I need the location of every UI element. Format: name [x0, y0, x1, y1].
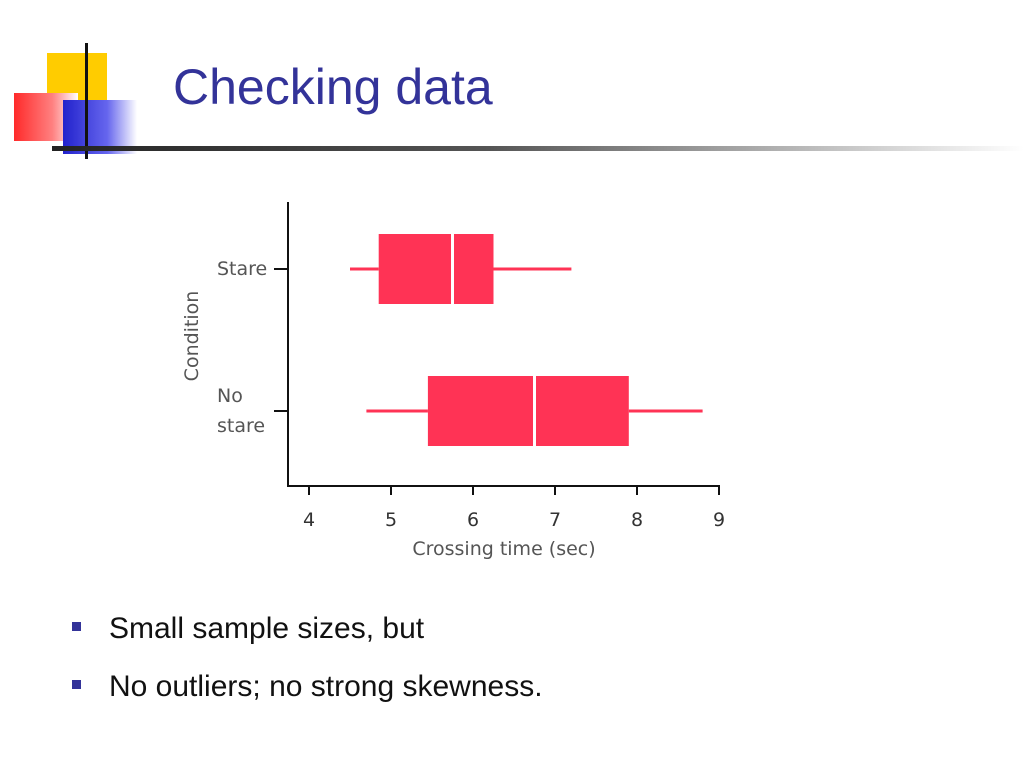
page-title: Checking data	[173, 59, 493, 115]
bullet-text: No outliers; no strong skewness.	[109, 670, 543, 703]
box-iqr	[427, 376, 629, 446]
x-tick-label: 5	[385, 509, 397, 531]
deco-blue-square	[63, 100, 137, 154]
category-label: stare	[217, 415, 265, 437]
x-axis-label: Crossing time (sec)	[412, 538, 595, 560]
box-iqr	[378, 234, 494, 304]
bullet-square-icon	[72, 679, 81, 689]
title-underline	[52, 146, 1024, 151]
deco-vertical-line	[85, 43, 88, 159]
category-label: Stare	[217, 258, 267, 280]
y-axis-label: Condition	[181, 291, 203, 382]
boxplot-chart: 4 5 6 7 8 9 Crossing time (sec) Condition Stare N…	[181, 202, 725, 560]
x-tick-label: 9	[713, 509, 725, 531]
x-tick-label: 8	[631, 509, 643, 531]
bullet-item: No outliers; no strong skewness.	[72, 658, 543, 716]
x-tick-label: 7	[549, 509, 561, 531]
bullet-item: Small sample sizes, but	[72, 600, 543, 658]
bullet-list: Small sample sizes, but No outliers; no …	[72, 600, 543, 716]
bullet-square-icon	[72, 621, 81, 631]
category-label: No	[217, 385, 243, 407]
bullet-text: Small sample sizes, but	[109, 612, 425, 645]
x-tick-label: 6	[467, 509, 479, 531]
x-tick-label: 4	[303, 509, 315, 531]
